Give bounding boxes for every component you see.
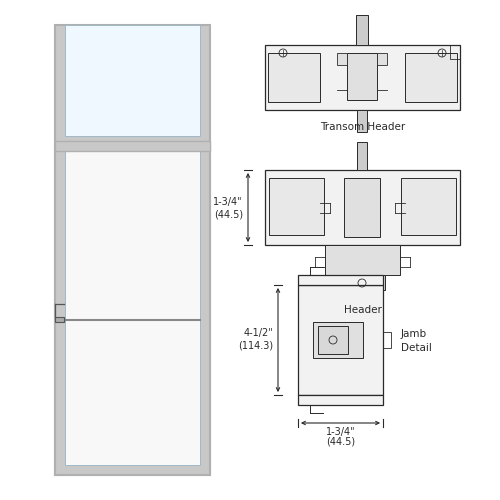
Bar bbox=[55, 25, 210, 475]
Text: 1-3/4": 1-3/4" bbox=[326, 427, 356, 437]
Bar bbox=[65, 25, 200, 136]
Text: Header: Header bbox=[344, 305, 382, 315]
Bar bbox=[55, 146, 210, 475]
Text: (44.5): (44.5) bbox=[214, 210, 243, 220]
Bar bbox=[401, 178, 456, 235]
Bar bbox=[298, 285, 383, 395]
Bar bbox=[340, 275, 385, 290]
Text: (114.3): (114.3) bbox=[238, 341, 273, 351]
Bar bbox=[268, 53, 320, 102]
Bar bbox=[325, 245, 400, 275]
Bar bbox=[265, 45, 460, 110]
Bar bbox=[318, 326, 348, 354]
Text: Detail: Detail bbox=[401, 343, 432, 353]
Bar bbox=[298, 395, 383, 405]
Bar bbox=[377, 53, 387, 65]
Bar bbox=[298, 275, 383, 285]
Bar bbox=[344, 178, 380, 237]
Bar bbox=[383, 332, 391, 348]
Bar bbox=[356, 15, 368, 45]
Bar bbox=[269, 178, 324, 235]
Bar bbox=[450, 45, 460, 59]
Text: 1-3/4": 1-3/4" bbox=[214, 196, 243, 206]
Bar bbox=[65, 146, 200, 465]
Bar bbox=[337, 53, 347, 65]
Bar bbox=[55, 141, 210, 151]
Bar bbox=[405, 53, 457, 102]
Bar bbox=[357, 142, 367, 170]
Text: Jamb: Jamb bbox=[401, 329, 427, 339]
Bar bbox=[357, 110, 367, 132]
Text: 4-1/2": 4-1/2" bbox=[243, 328, 273, 338]
Bar bbox=[55, 318, 64, 322]
Bar bbox=[313, 322, 363, 358]
Bar bbox=[265, 170, 460, 245]
Text: (44.5): (44.5) bbox=[326, 437, 355, 447]
Text: Transom Header: Transom Header bbox=[320, 122, 405, 132]
Bar bbox=[347, 53, 377, 100]
